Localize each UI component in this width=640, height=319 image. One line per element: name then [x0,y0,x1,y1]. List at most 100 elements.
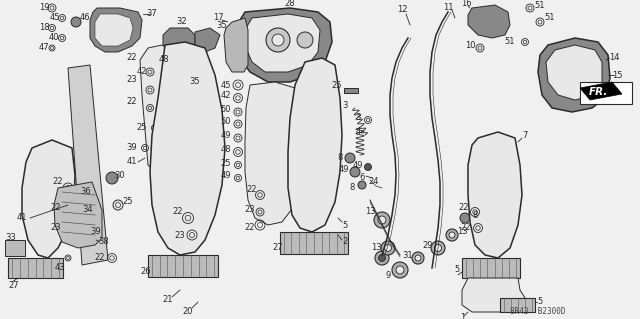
Polygon shape [288,58,342,232]
Text: 35: 35 [217,20,227,29]
Polygon shape [95,14,133,46]
Polygon shape [22,140,75,258]
Text: 22: 22 [459,204,469,212]
Circle shape [71,17,81,27]
Circle shape [381,241,395,255]
Polygon shape [54,182,102,248]
Text: 25: 25 [221,159,231,167]
Text: 12: 12 [397,5,407,14]
Circle shape [345,153,355,163]
Text: 22: 22 [127,98,137,107]
Text: 9: 9 [385,271,390,279]
Text: 49: 49 [339,166,349,174]
Circle shape [77,207,83,212]
Polygon shape [238,8,332,82]
Circle shape [435,244,442,251]
Bar [280,232,348,254]
Text: 22: 22 [461,224,471,233]
Text: 25: 25 [332,80,342,90]
Text: 30: 30 [115,170,125,180]
Circle shape [297,32,313,48]
Text: 13: 13 [457,227,467,236]
Circle shape [412,252,424,264]
Text: 34: 34 [83,205,93,214]
Text: 33: 33 [5,234,16,242]
Polygon shape [140,45,178,180]
Bar [500,298,535,312]
Text: 29: 29 [423,241,433,249]
Polygon shape [246,14,320,72]
Text: 27: 27 [272,243,283,253]
Polygon shape [580,82,622,100]
Text: 49: 49 [221,172,231,181]
Text: 51: 51 [505,38,515,47]
Text: 17: 17 [212,13,223,23]
Text: 7: 7 [522,130,528,139]
Text: 35: 35 [189,78,200,86]
Text: 22: 22 [173,207,183,217]
Text: 37: 37 [147,10,157,19]
Text: 51: 51 [535,1,545,10]
Polygon shape [468,5,510,38]
Circle shape [74,191,81,198]
Text: 39: 39 [91,227,101,236]
Text: 41: 41 [17,213,28,222]
Text: 23: 23 [127,76,138,85]
Polygon shape [462,278,525,312]
Text: 49: 49 [221,131,231,140]
Circle shape [113,200,123,210]
Text: 36: 36 [81,188,92,197]
Text: 50: 50 [221,106,231,115]
Text: 23: 23 [244,205,255,214]
Polygon shape [195,28,220,52]
Bar [148,255,218,277]
Text: 8: 8 [349,183,355,192]
Text: 19: 19 [39,4,49,12]
Polygon shape [468,132,522,258]
Bar [5,240,25,256]
Circle shape [365,164,371,170]
Text: 28: 28 [285,0,295,9]
Text: 38: 38 [99,238,109,247]
Text: 2: 2 [342,238,348,247]
Circle shape [385,244,392,251]
Circle shape [392,262,408,278]
Text: 6: 6 [359,174,365,182]
Bar [8,258,63,278]
Polygon shape [245,82,305,225]
Text: 26: 26 [140,268,150,277]
Circle shape [350,167,360,177]
Polygon shape [68,65,108,265]
Circle shape [378,216,386,224]
Text: 51: 51 [545,13,556,23]
Circle shape [106,172,118,184]
Text: 24: 24 [369,177,380,187]
Text: 22: 22 [51,204,61,212]
Text: 5: 5 [538,298,543,307]
Circle shape [449,232,455,238]
Circle shape [460,213,470,223]
Text: 45: 45 [221,80,231,90]
Text: 25: 25 [123,197,133,206]
Text: 22: 22 [127,54,137,63]
Polygon shape [546,45,602,100]
Circle shape [375,251,389,265]
Text: 40: 40 [49,33,60,42]
Text: 25: 25 [137,123,147,132]
Polygon shape [186,56,210,74]
Circle shape [378,255,385,262]
Text: 43: 43 [54,263,65,272]
Text: 42: 42 [137,68,147,77]
Text: 41: 41 [127,158,137,167]
Text: 18: 18 [38,24,49,33]
Text: 48: 48 [159,56,170,64]
Circle shape [358,181,366,189]
Text: 48: 48 [221,145,231,154]
Polygon shape [163,28,195,55]
Polygon shape [150,42,225,255]
Polygon shape [538,38,610,112]
Text: 8: 8 [337,153,342,162]
Text: 49: 49 [353,160,364,169]
Bar [580,82,632,104]
Text: 23: 23 [175,231,186,240]
